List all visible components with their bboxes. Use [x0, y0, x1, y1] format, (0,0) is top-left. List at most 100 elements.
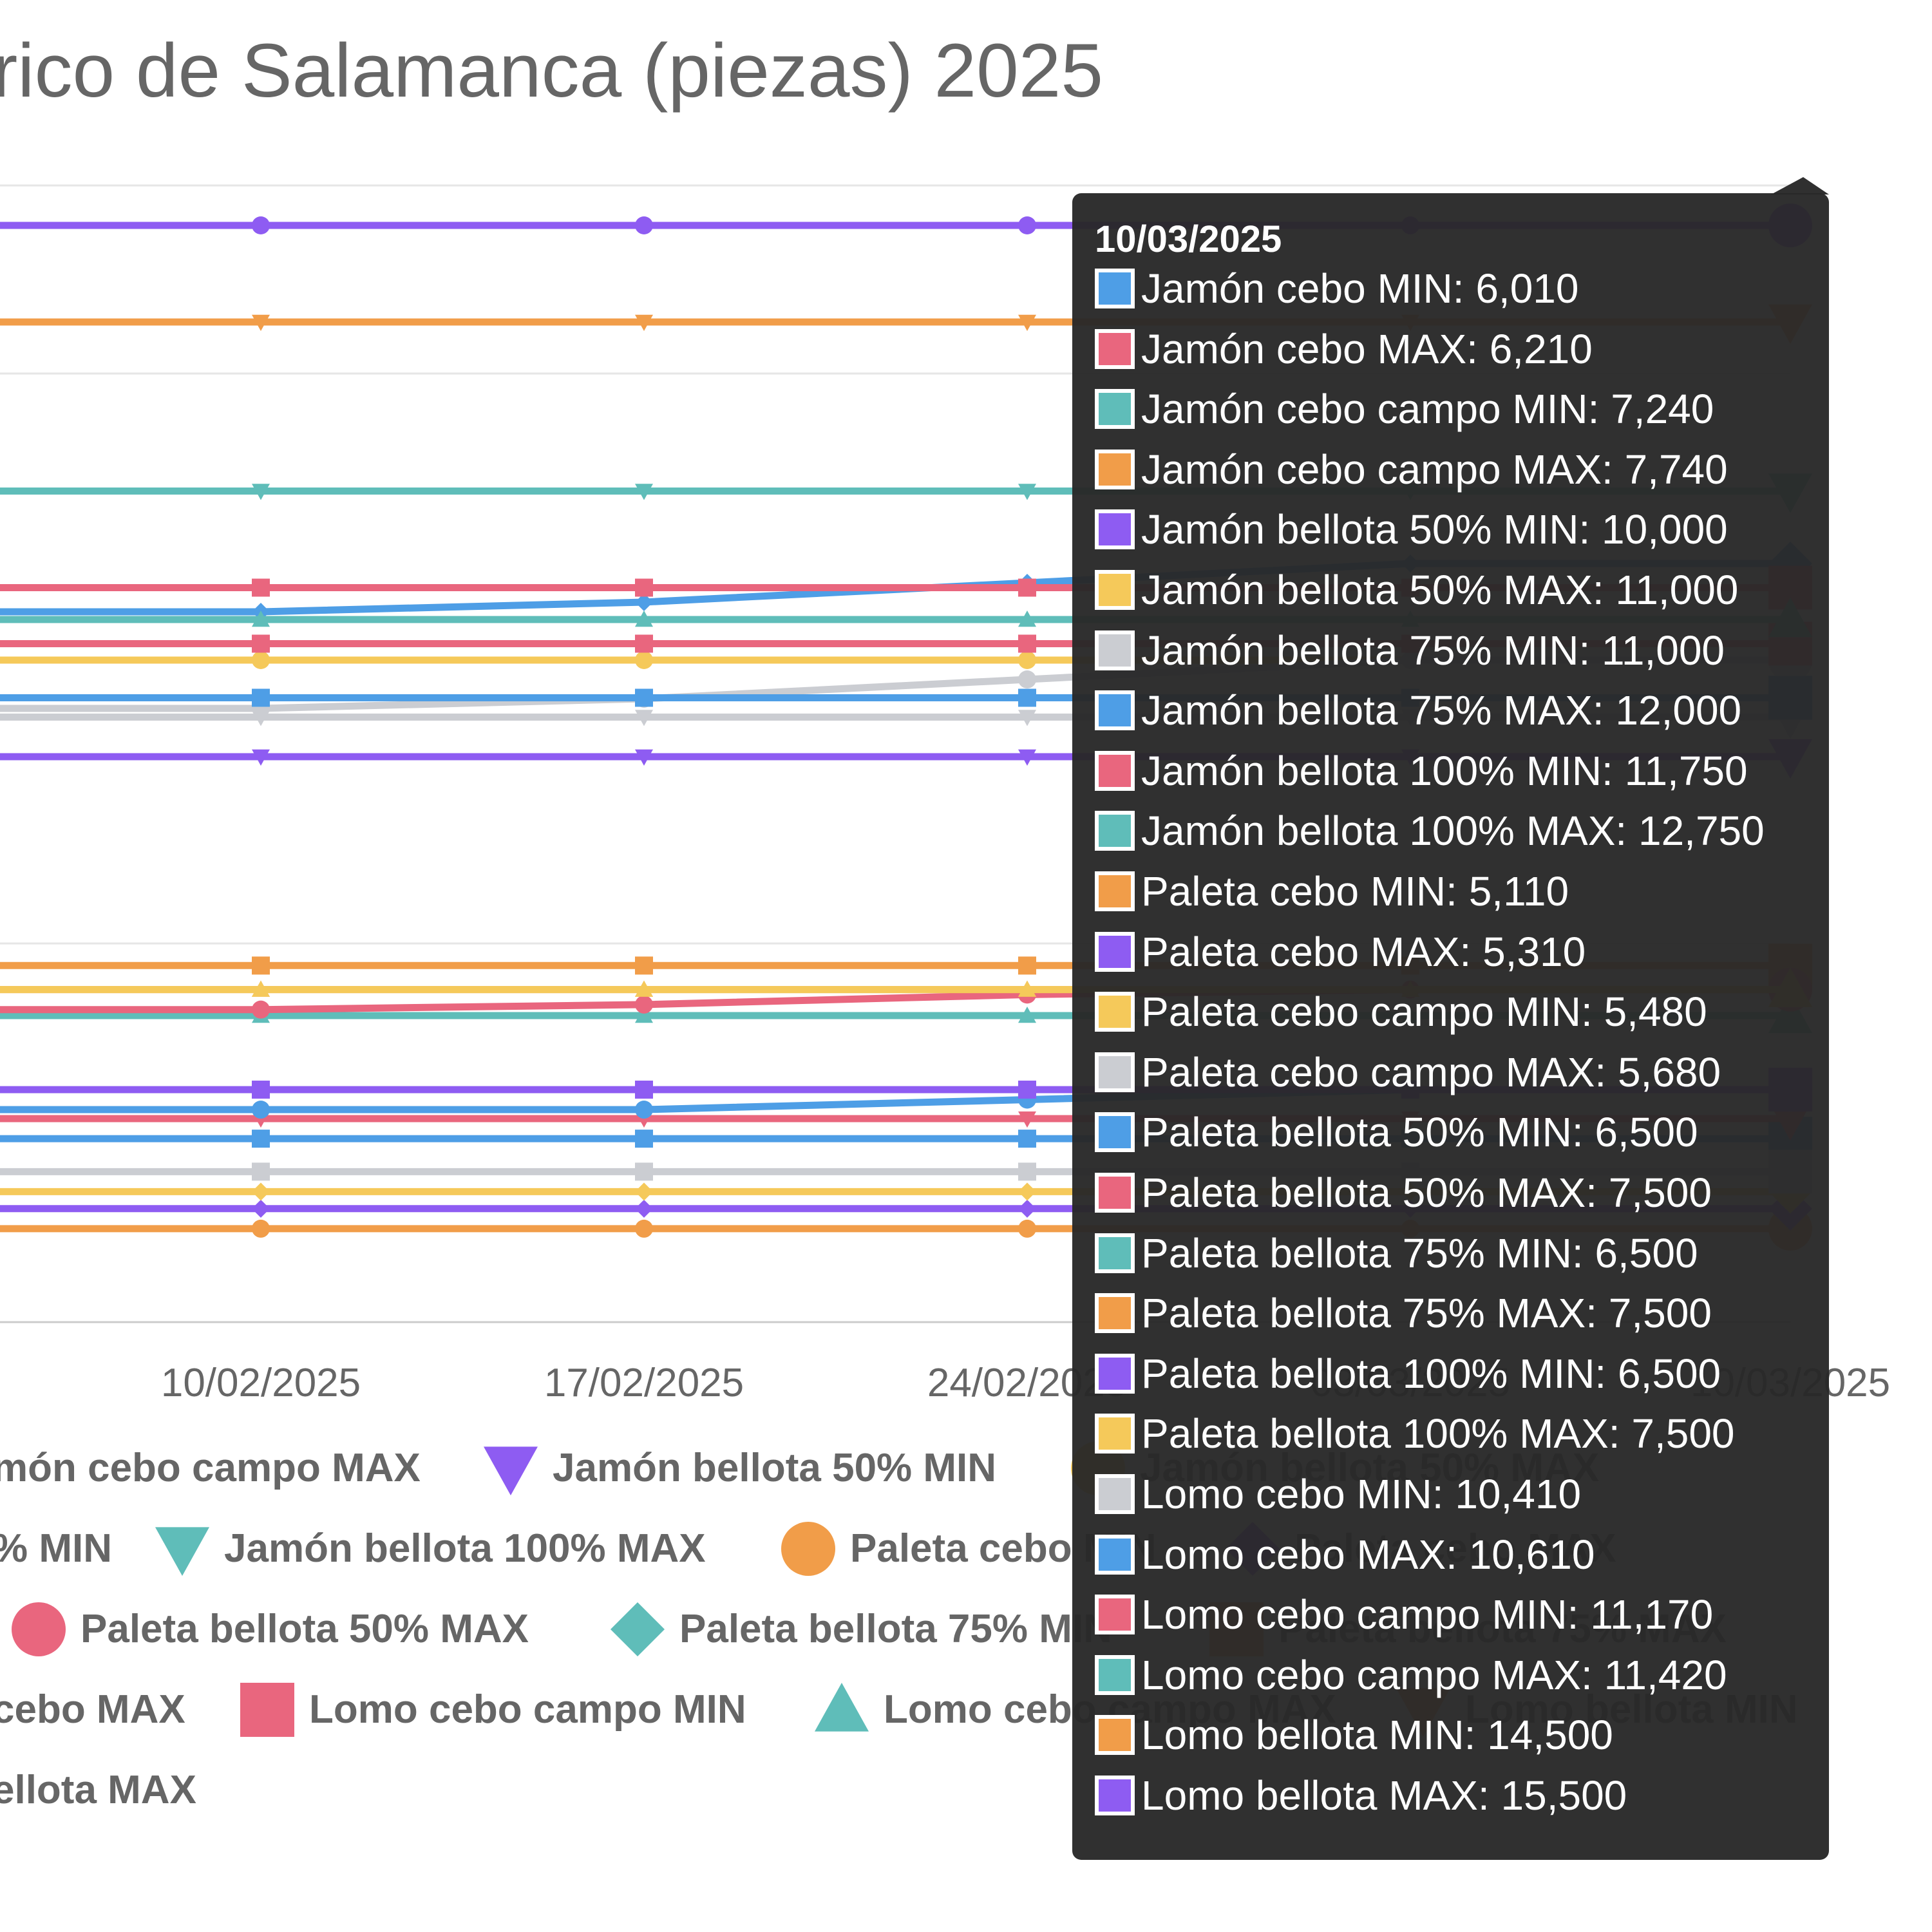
chart-title: rico de Salamanca (piezas) 2025 [0, 28, 1103, 113]
data-point [635, 1080, 653, 1099]
legend-label: Jamón bellota 50% MIN [553, 1446, 996, 1490]
tooltip-row-text: Jamón bellota 75% MIN: 11,000 [1141, 627, 1725, 674]
tooltip-row-text: Lomo cebo campo MAX: 11,420 [1141, 1651, 1727, 1698]
data-point [252, 1080, 270, 1099]
legend-marker [240, 1683, 294, 1737]
data-point [1018, 651, 1036, 669]
tooltip-row-text: Lomo bellota MIN: 14,500 [1141, 1712, 1613, 1759]
tooltip-swatch [1095, 1474, 1135, 1514]
legend-item-min[interactable]: % MIN [0, 1526, 112, 1571]
data-point [252, 980, 270, 997]
data-point [252, 1101, 270, 1119]
legend-item-jamon-bellota-50-min[interactable]: Jamón bellota 50% MIN [484, 1446, 996, 1495]
tooltip-swatch [1095, 328, 1135, 369]
data-point [252, 611, 270, 627]
tooltip-row-text: Paleta bellota 50% MIN: 6,500 [1141, 1109, 1698, 1156]
data-point [635, 484, 653, 500]
tooltip-row-text: Lomo cebo campo MIN: 11,170 [1141, 1591, 1714, 1638]
tooltip-swatch [1095, 690, 1135, 731]
tooltip-row: Paleta cebo campo MIN: 5,480 [1095, 986, 1707, 1037]
data-point [635, 611, 653, 627]
tooltip-swatch [1095, 449, 1135, 489]
tooltip-swatch [1095, 269, 1135, 308]
data-point [1018, 1199, 1036, 1218]
tooltip-row-text: Jamón bellota 100% MIN: 11,750 [1141, 747, 1748, 794]
legend-marker [12, 1602, 66, 1656]
tooltip-swatch [1095, 992, 1135, 1032]
legend-marker [155, 1527, 209, 1576]
legend-item-paleta-bellota-75-min[interactable]: Paleta bellota 75% MIN [611, 1602, 1112, 1656]
tooltip-row: Lomo bellota MIN: 14,500 [1095, 1709, 1613, 1761]
x-tick-label: 17/02/2025 [544, 1361, 744, 1405]
tooltip-swatch [1095, 570, 1135, 610]
legend-item-jamon-bellota-100-max[interactable]: Jamón bellota 100% MAX [155, 1526, 706, 1576]
data-point [1018, 688, 1036, 707]
tooltip-row: Paleta bellota 50% MIN: 6,500 [1095, 1106, 1698, 1158]
data-point [1018, 956, 1036, 975]
tooltip-swatch [1095, 1654, 1135, 1695]
tooltip-row: Paleta bellota 100% MAX: 7,500 [1095, 1408, 1735, 1459]
tooltip-swatch [1095, 1595, 1135, 1635]
data-point [252, 688, 270, 707]
tooltip-swatch [1095, 630, 1135, 670]
tooltip-swatch [1095, 871, 1135, 911]
data-point [635, 956, 653, 975]
data-point [635, 1101, 653, 1119]
tooltip-row-text: Jamón cebo MAX: 6,210 [1141, 325, 1593, 372]
tooltip-row-text: Lomo cebo MAX: 10,610 [1141, 1531, 1595, 1578]
data-point [252, 956, 270, 975]
data-point [252, 651, 270, 669]
legend-label: % MIN [0, 1526, 112, 1571]
tooltip-row-text: Paleta bellota 100% MAX: 7,500 [1141, 1410, 1735, 1457]
tooltip-row: Jamón cebo MAX: 6,210 [1095, 323, 1593, 375]
data-point [1018, 634, 1036, 653]
data-point [1018, 314, 1036, 331]
tooltip-row-text: Jamón bellota 50% MIN: 10,000 [1141, 506, 1728, 553]
tooltip-swatch [1095, 1534, 1135, 1575]
tooltip-swatch [1095, 1414, 1135, 1454]
tooltip-row: Lomo cebo campo MAX: 11,420 [1095, 1649, 1727, 1701]
legend-item-paleta-bellota-50-max[interactable]: Paleta bellota 50% MAX [12, 1602, 529, 1656]
legend-marker [611, 1602, 665, 1656]
legend-item-mon-cebo-campo-max[interactable]: món cebo campo MAX [0, 1446, 421, 1490]
data-point [635, 1199, 653, 1218]
tooltip-swatch [1095, 1715, 1135, 1756]
legend-marker [815, 1683, 869, 1732]
data-point [635, 1130, 653, 1148]
data-point [635, 634, 653, 653]
data-point [252, 710, 270, 726]
data-point [1018, 749, 1036, 766]
x-tick-label: 10/02/2025 [161, 1361, 361, 1405]
data-point [1018, 980, 1036, 997]
data-point [635, 1162, 653, 1181]
data-point [252, 749, 270, 766]
legend-item-lomo-cebo-campo-min[interactable]: Lomo cebo campo MIN [240, 1683, 746, 1737]
data-point [252, 578, 270, 597]
tooltip-swatch [1095, 1353, 1135, 1394]
tooltip-swatch [1095, 811, 1135, 851]
tooltip-row: Paleta bellota 50% MAX: 7,500 [1095, 1167, 1712, 1218]
tooltip-swatch [1095, 750, 1135, 791]
tooltip-row: Lomo cebo campo MIN: 11,170 [1095, 1589, 1713, 1640]
tooltip-row-text: Jamón bellota 75% MAX: 12,000 [1141, 687, 1742, 734]
data-point [1018, 1130, 1036, 1148]
tooltip-row: Jamón bellota 100% MAX: 12,750 [1095, 805, 1765, 857]
data-point [1018, 710, 1036, 726]
legend-item-ellota-max[interactable]: ellota MAX [0, 1768, 196, 1812]
data-point [1018, 216, 1036, 234]
tooltip-row-text: Jamón bellota 50% MAX: 11,000 [1141, 567, 1739, 613]
tooltip-row: Jamón cebo MIN: 6,010 [1095, 263, 1578, 314]
data-point [252, 484, 270, 500]
legend-label: cebo MAX [0, 1687, 185, 1732]
data-point [635, 1182, 653, 1201]
legend-item-cebo-max[interactable]: cebo MAX [0, 1687, 185, 1732]
legend-label: ellota MAX [0, 1768, 196, 1812]
data-point [635, 710, 653, 726]
tooltip-row-text: Paleta cebo MAX: 5,310 [1141, 928, 1586, 975]
data-point [1018, 1182, 1036, 1201]
data-point [635, 1007, 653, 1023]
data-point [635, 314, 653, 331]
legend-label: Lomo cebo campo MIN [309, 1687, 746, 1732]
tooltip-date: 10/03/2025 [1095, 218, 1282, 260]
data-point [252, 1182, 270, 1201]
